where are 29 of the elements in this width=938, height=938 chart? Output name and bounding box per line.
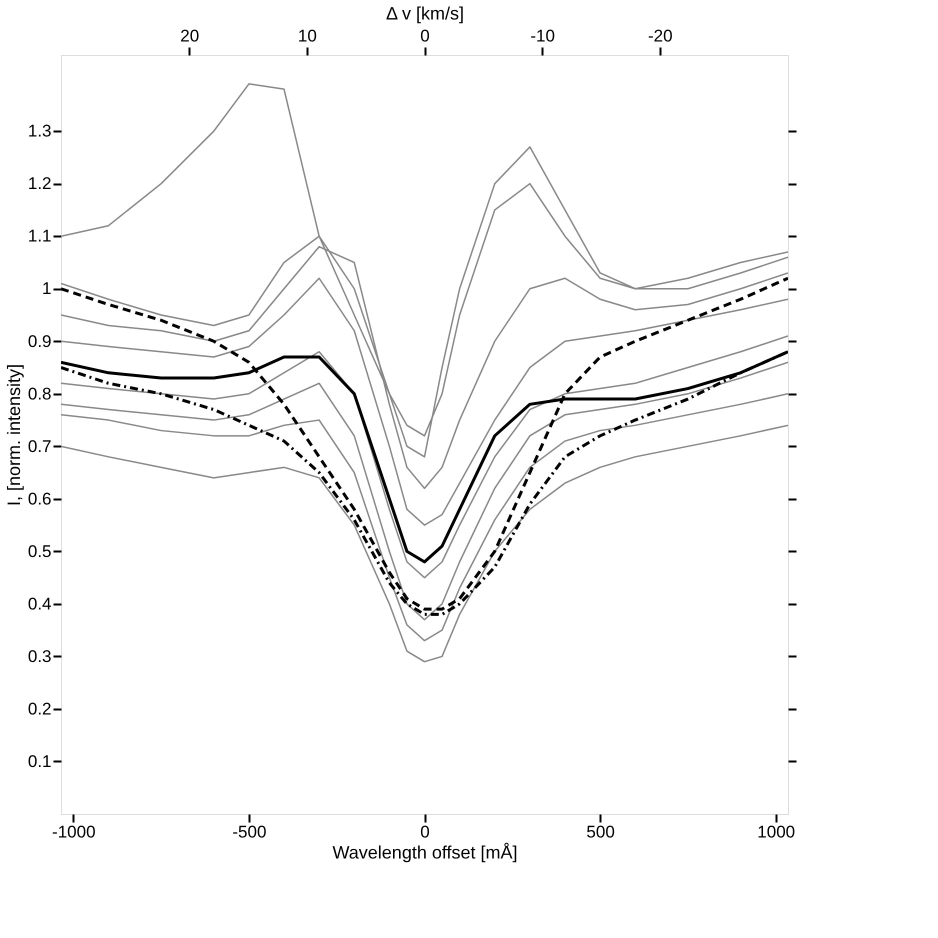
x2-tick-label: -20 (648, 26, 673, 46)
y-tick-label: 0.9 (28, 332, 52, 351)
x2-tick-label: -10 (530, 26, 555, 46)
y-tick-label: 0.2 (28, 699, 52, 718)
x2-axis-title: Δ v [km/s] (386, 4, 464, 24)
line-series (61, 424, 788, 662)
line-series (61, 393, 788, 642)
line-series (61, 277, 788, 526)
x-tick-label: -1000 (52, 822, 96, 842)
y-tick-label: 0.3 (28, 646, 52, 666)
y-axis-title: I, [norm. intensity] (4, 364, 24, 506)
x-tick-label: 0 (420, 822, 430, 842)
y-tick-label: 0.8 (28, 384, 52, 404)
x-axis-title: Wavelength offset [mÅ] (332, 842, 518, 862)
x-tick-label: -500 (232, 822, 266, 842)
y-tick-label: 0.7 (28, 436, 52, 456)
x2-tick-label: 0 (420, 26, 430, 46)
x-tick-label: 500 (586, 822, 615, 842)
x-tick-label: 1000 (757, 822, 796, 842)
x2-tick-label: 10 (298, 26, 317, 46)
y-tick-label: 0.1 (28, 752, 52, 771)
x2-tick-label: 20 (180, 26, 200, 46)
y-tick-label: 1.2 (28, 174, 52, 194)
y-tick-label: 0.4 (28, 594, 52, 614)
y-tick-label: 1.3 (28, 122, 52, 141)
y-tick-label: 0.5 (28, 542, 52, 561)
y-tick-label: 0.6 (28, 489, 52, 508)
y-tick-label: 1.1 (28, 226, 52, 246)
y-tick-label: 1 (42, 279, 52, 298)
